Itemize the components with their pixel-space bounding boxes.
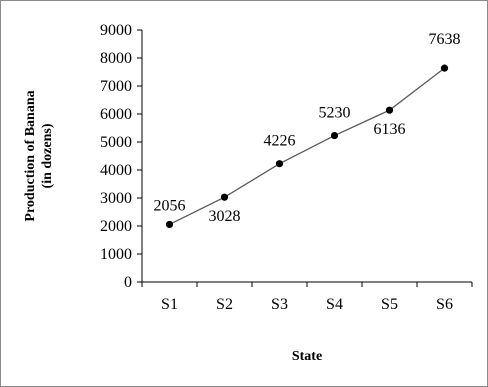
x-tick-label: S3 — [271, 296, 288, 313]
y-tick-label: 9000 — [100, 22, 132, 39]
data-points — [165, 64, 449, 229]
x-tick-label: S5 — [381, 296, 398, 313]
data-point — [440, 64, 449, 72]
x-tick-label: S6 — [436, 296, 453, 313]
x-tick-labels: S1 S2 S3 S4 S5 S6 — [161, 296, 453, 313]
data-label: 7638 — [429, 31, 461, 48]
data-point — [275, 160, 284, 168]
axes — [137, 29, 473, 287]
y-tick-label: 8000 — [100, 50, 132, 67]
y-tick-label: 1000 — [100, 246, 132, 263]
data-label: 3028 — [209, 208, 241, 225]
data-label: 2056 — [154, 197, 186, 214]
series-line — [169, 67, 445, 226]
y-tick-label: 0 — [124, 274, 132, 291]
x-tick-label: S2 — [216, 296, 233, 313]
data-label: 4226 — [264, 133, 296, 150]
y-tick-label: 2000 — [100, 218, 132, 235]
data-point — [220, 193, 229, 201]
y-tick-label: 3000 — [100, 190, 132, 207]
x-tick-label: S4 — [326, 296, 343, 313]
data-label: 5230 — [319, 105, 351, 122]
data-point — [385, 106, 394, 114]
data-point — [330, 131, 339, 140]
data-labels: 2056 3028 4226 5230 6136 7638 — [154, 31, 461, 225]
y-axis-title-line2: (in dozens) — [40, 123, 55, 188]
x-axis-title: State — [292, 349, 322, 364]
y-axis-title-line1: Production of Banana — [23, 90, 38, 221]
y-tick-label: 7000 — [100, 78, 132, 95]
series-line-path — [169, 67, 445, 226]
y-tick-label: 4000 — [100, 162, 132, 179]
y-tick-labels: 0 1000 2000 3000 4000 5000 6000 7000 8000 9000 — [100, 22, 132, 291]
data-point — [165, 220, 174, 229]
y-tick-label: 6000 — [100, 106, 132, 123]
data-label: 6136 — [374, 121, 406, 138]
x-tick-label: S1 — [161, 296, 178, 313]
y-tick-label: 5000 — [100, 134, 132, 151]
